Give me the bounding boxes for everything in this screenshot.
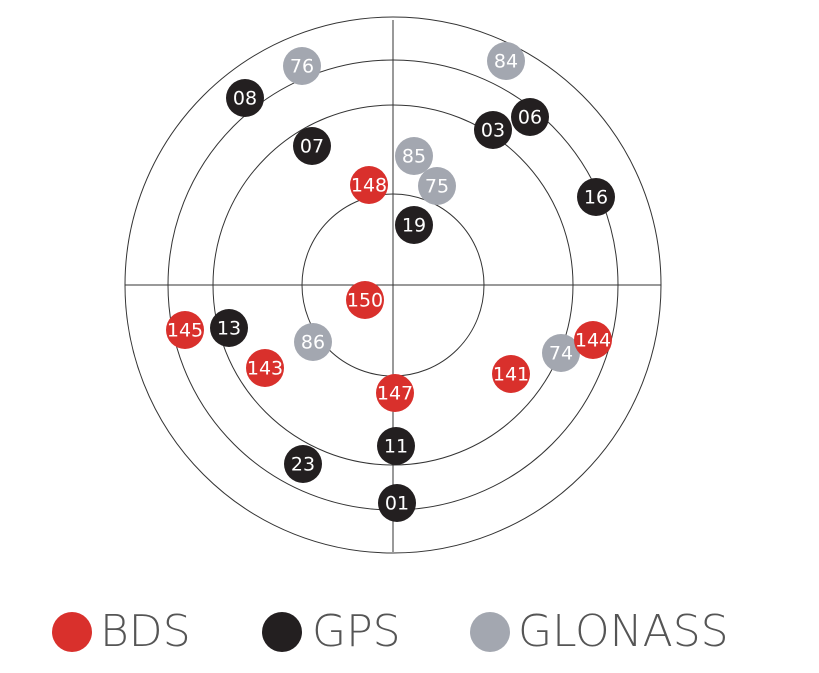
satellite-dot [574,321,612,359]
satellite-label: 143 [247,358,283,380]
satellite-label: 145 [167,320,203,342]
satellite-dot [474,111,512,149]
satellite-label: 01 [385,493,409,515]
satellite-dot [395,206,433,244]
satellite-dot [246,349,284,387]
satellite-label: 75 [425,176,449,198]
satellites: 76 84 85 75 86 74 08 07 03 06 16 19 13 11 23 01 148 150 14… [166,42,615,522]
satellite-label: 06 [518,107,542,129]
satellite-label: 150 [347,290,383,312]
satellite-dot [376,374,414,412]
satellite-dot [577,178,615,216]
satellite-dot [395,137,433,175]
satellite-label: 144 [575,330,611,352]
satellite-dot [346,281,384,319]
satellite-dot [283,47,321,85]
satellite-label: 86 [301,332,325,354]
satellite-label: 23 [291,454,315,476]
satellite-label: 19 [402,215,426,237]
legend-label: GPS [312,606,401,657]
satellite-dot [511,98,549,136]
plot-grid [124,16,662,554]
satellite-dot [378,484,416,522]
satellite-dot [542,334,580,372]
satellite-dot [284,445,322,483]
satellite-label: 16 [584,187,608,209]
satellite-dot [350,166,388,204]
satellite-label: 03 [481,120,505,142]
satellite-dot [294,323,332,361]
satellite-label: 84 [494,51,518,73]
satellite-label: 85 [402,146,426,168]
legend-dot [52,612,92,652]
satellite-label: 147 [377,383,413,405]
satellite-dot [377,427,415,465]
satellite-label: 07 [300,136,324,158]
satellite-dot [418,167,456,205]
satellite-label: 74 [549,343,573,365]
satellite-dot [492,355,530,393]
satellite-dot [210,309,248,347]
satellite-label: 76 [290,56,314,78]
satellite-dot [293,127,331,165]
satellite-label: 148 [351,175,387,197]
satellite-label: 11 [384,436,408,458]
satellite-label: 141 [493,364,529,386]
legend-dot [470,612,510,652]
satellite-label: 08 [233,88,257,110]
satellite-dot [487,42,525,80]
legend-dot [262,612,302,652]
legend-label: BDS [100,606,191,657]
legend: BDS GPS GLONASS [52,606,729,657]
satellite-dot [166,311,204,349]
satellite-dot [226,79,264,117]
satellite-label: 13 [217,318,241,340]
legend-label: GLONASS [518,606,729,657]
